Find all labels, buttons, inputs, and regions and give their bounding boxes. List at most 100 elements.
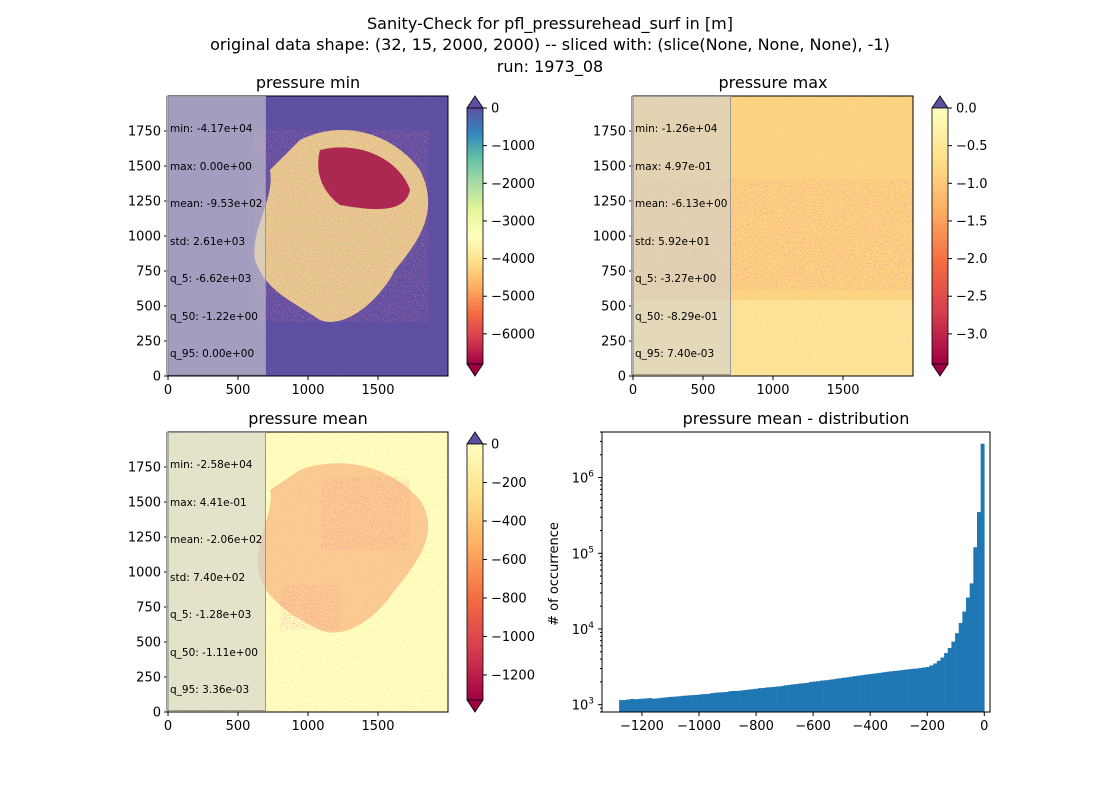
stats-box-min: min: -4.17e+04 max: 0.00e+00 mean: -9.53…: [166, 96, 267, 375]
colorbar-tick-label: −600: [491, 553, 527, 568]
histogram-bar: [882, 672, 886, 712]
stats-box-max: min: -1.26e+04 max: 4.97e-01 mean: -6.13…: [631, 96, 732, 375]
histogram-bar: [980, 443, 985, 712]
histogram-bar: [721, 692, 726, 712]
histogram-bar: [725, 691, 729, 712]
histogram-bar: [765, 687, 770, 712]
histogram-bar: [819, 680, 824, 712]
x-tick-label: 1000: [291, 383, 324, 398]
histogram-bar: [951, 641, 956, 712]
colorbar-tick-label: −1200: [491, 668, 535, 683]
y-tick-label: 1000: [128, 230, 161, 245]
panel-title: pressure mean - distribution: [683, 409, 910, 428]
colorbar-tick-label: −6000: [491, 327, 535, 342]
histogram-bar: [914, 668, 919, 712]
histogram-bar: [856, 675, 861, 712]
colorbar-tick-label: −1000: [491, 630, 535, 645]
histogram-bar: [958, 622, 963, 712]
y-tick-label: 250: [601, 335, 626, 350]
histogram-bar: [651, 698, 656, 712]
colorbar-tick-label: −5000: [491, 290, 535, 305]
histogram-bar: [900, 670, 905, 712]
x-tick-label: 1500: [361, 719, 394, 734]
histogram-bar: [684, 695, 689, 712]
histogram-bar: [918, 668, 923, 712]
stat-line: mean: -6.13e+00: [635, 198, 728, 210]
panel-distribution: [601, 431, 991, 713]
histogram-bar: [644, 698, 649, 712]
histogram-bar: [838, 678, 843, 712]
histogram-bar: [622, 700, 627, 712]
stat-line: std: 5.92e+01: [635, 235, 711, 248]
histogram-bar: [936, 660, 941, 712]
histogram-bar: [863, 674, 868, 712]
colorbar-tick-label: −3000: [491, 214, 535, 229]
histogram-bar: [849, 676, 854, 712]
histogram-bar: [739, 690, 744, 712]
colorbar-max: [931, 95, 949, 377]
stat-line: q_95: 7.40e-03: [635, 348, 715, 360]
histogram-bar: [655, 698, 660, 712]
histogram-bar: [699, 694, 704, 712]
histogram-bar: [922, 667, 927, 712]
stat-line: std: 7.40e+02: [170, 571, 246, 584]
histogram-bar: [662, 697, 667, 712]
y-tick-label: 750: [136, 601, 161, 616]
y-tick-label: 500: [136, 636, 161, 651]
y-axis-label: # of occurrence: [547, 522, 562, 626]
x-tick-label: −400: [852, 719, 888, 734]
stat-line: max: 4.41e-01: [170, 496, 247, 509]
stat-line: q_95: 3.36e-03: [170, 684, 250, 696]
histogram-bar: [816, 681, 821, 712]
histogram-bar: [728, 691, 733, 712]
x-tick-label: −800: [738, 719, 774, 734]
x-tick-label: −600: [795, 719, 831, 734]
y-tick-label: 1250: [128, 531, 161, 546]
y-tick-label: 1250: [128, 195, 161, 210]
stat-line: q_95: 0.00e+00: [170, 348, 255, 360]
histogram-bar: [688, 695, 693, 712]
x-tick-label: 1000: [756, 383, 789, 398]
histogram-bar: [630, 698, 635, 712]
histogram-bar: [947, 648, 952, 712]
stat-line: max: 4.97e-01: [635, 160, 712, 173]
colorbar-tick-label: −2.0: [956, 252, 988, 267]
colorbar-mean: [466, 431, 484, 713]
colorbar-tick-label: −3.0: [956, 327, 988, 342]
y-tick-label: 250: [136, 335, 161, 350]
stat-line: max: 0.00e+00: [170, 160, 252, 173]
histogram-bar: [717, 692, 722, 712]
panel-title: pressure mean: [248, 409, 368, 428]
y-tick-label: 1750: [128, 461, 161, 476]
histogram-bar: [659, 697, 664, 712]
histogram-bar: [944, 653, 949, 712]
histogram-bar: [933, 663, 938, 712]
colorbar-tick-label: −2.5: [956, 290, 988, 305]
stat-line: mean: -2.06e+02: [170, 534, 263, 546]
histogram-bar: [929, 665, 934, 712]
stat-line: min: -2.58e+04: [170, 459, 253, 471]
y-tick-label: 250: [136, 671, 161, 686]
histogram-bar: [907, 669, 912, 712]
histogram-bar: [867, 674, 872, 712]
y-tick-label: 750: [601, 265, 626, 280]
histogram-bar: [670, 696, 675, 712]
y-tick-label: 104: [572, 621, 595, 638]
x-tick-label: 500: [691, 383, 716, 398]
x-tick-label: 500: [226, 383, 251, 398]
histogram-bar: [841, 677, 846, 712]
histogram-bar: [790, 684, 795, 712]
histogram-bar: [878, 672, 883, 712]
histogram-bar: [955, 633, 960, 712]
histogram-bar: [976, 512, 981, 712]
histogram-bar: [805, 682, 810, 712]
histogram-bar: [787, 684, 792, 712]
x-tick-label: −1000: [677, 719, 721, 734]
colorbar-min: [466, 95, 484, 377]
histogram-bar: [966, 597, 970, 712]
colorbar-tick-label: −1.0: [956, 177, 988, 192]
histogram-bar: [812, 681, 817, 712]
histogram-bar: [871, 673, 876, 712]
colorbar-tick-label: 0.0: [956, 102, 977, 117]
